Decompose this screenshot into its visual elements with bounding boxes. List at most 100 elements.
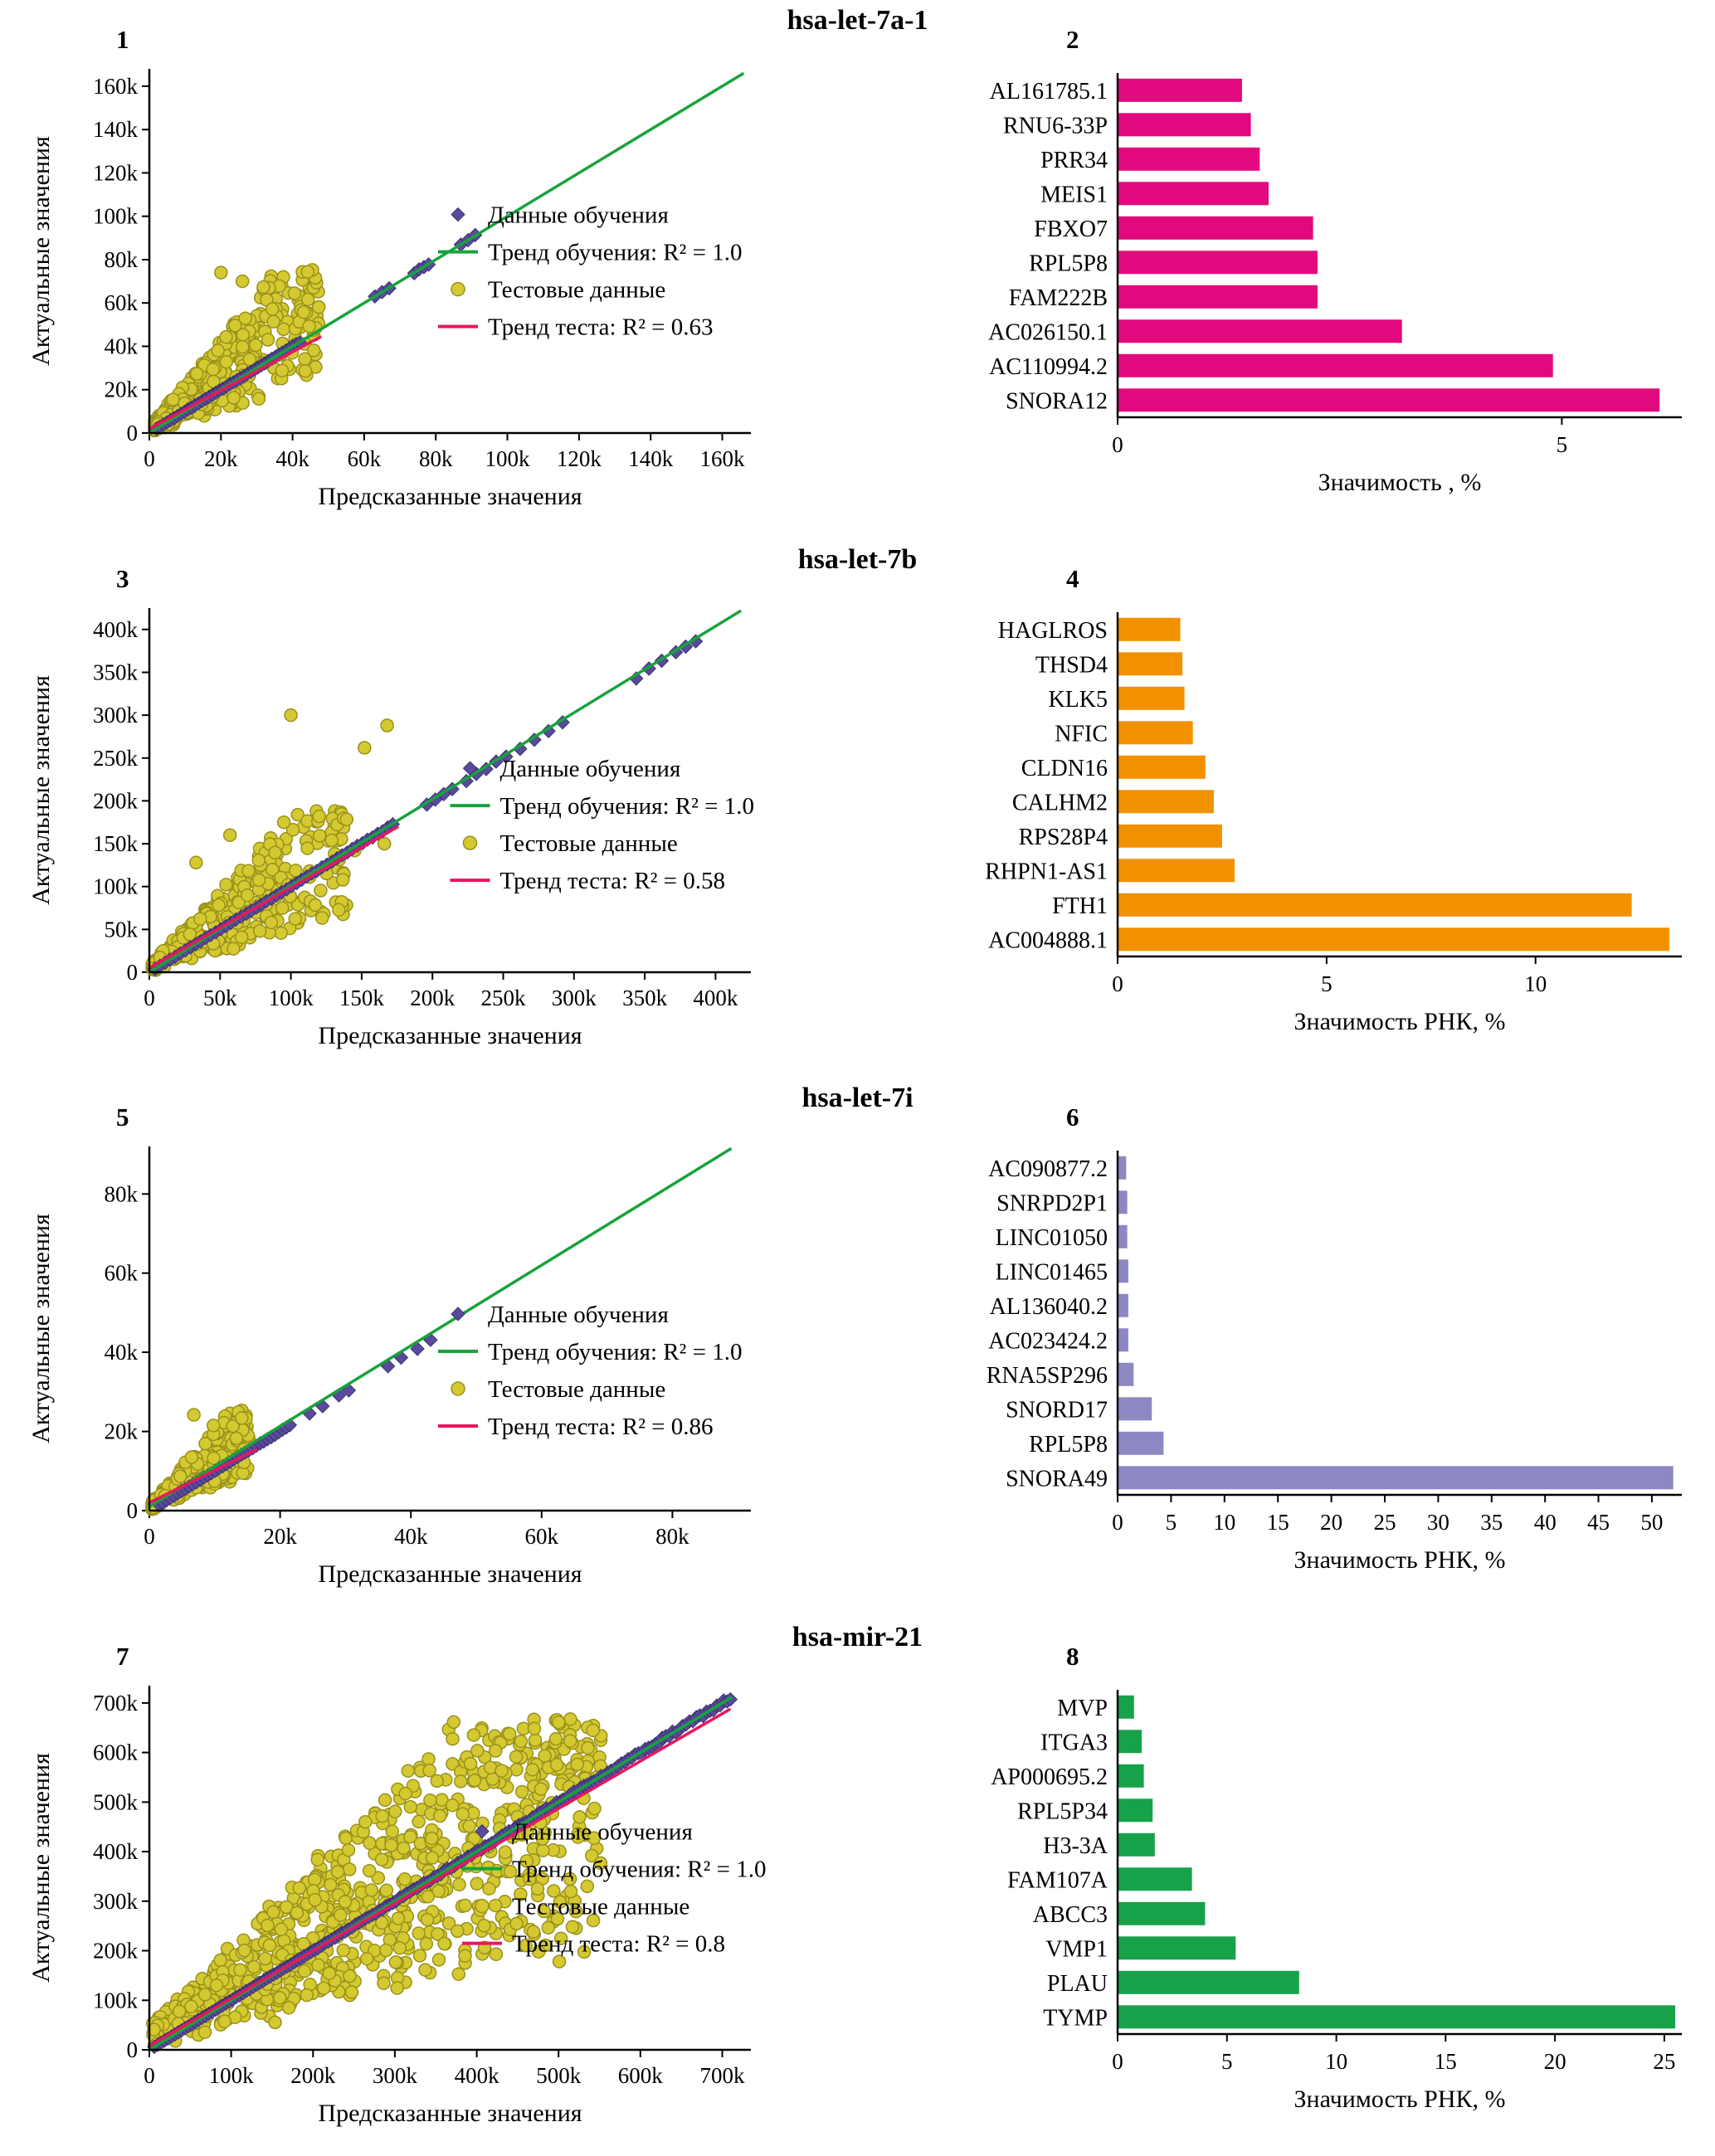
x-tick-label: 0 bbox=[1112, 2049, 1123, 2074]
bar bbox=[1118, 1293, 1128, 1317]
bar bbox=[1118, 927, 1669, 951]
bar-category-label: NFIC bbox=[1055, 721, 1108, 747]
x-tick-label: 20 bbox=[1320, 1510, 1342, 1535]
y-tick-label: 500k bbox=[93, 1789, 139, 1814]
test-point bbox=[335, 872, 350, 887]
bar bbox=[1118, 755, 1206, 779]
y-tick-label: 200k bbox=[93, 1938, 139, 1963]
bar bbox=[1118, 251, 1318, 275]
bar bbox=[1118, 2004, 1676, 2028]
test-point bbox=[235, 1411, 249, 1425]
bar bbox=[1118, 1832, 1155, 1857]
test-point bbox=[300, 840, 314, 855]
test-point bbox=[274, 925, 288, 940]
test-point bbox=[525, 1762, 539, 1777]
x-tick-label: 50 bbox=[1640, 1510, 1663, 1535]
x-tick-label: 400k bbox=[693, 986, 738, 1010]
test-point bbox=[470, 1876, 484, 1891]
y-tick-label: 40k bbox=[105, 1340, 139, 1365]
test-point bbox=[290, 807, 305, 821]
y-tick-label: 100k bbox=[93, 1988, 139, 2012]
test-point bbox=[531, 1944, 546, 1959]
test-point bbox=[275, 363, 290, 377]
x-tick-label: 80k bbox=[419, 446, 453, 471]
test-point bbox=[401, 1763, 416, 1778]
bar-category-label: FTH1 bbox=[1052, 893, 1108, 918]
test-point bbox=[234, 929, 249, 944]
x-tick-label: 20k bbox=[263, 1524, 297, 1549]
legend-label: Данные обучения bbox=[488, 202, 669, 229]
test-point bbox=[281, 2000, 296, 2015]
test-point bbox=[397, 1841, 411, 1855]
test-point bbox=[261, 1918, 275, 1932]
test-point bbox=[519, 1938, 533, 1952]
row-title: hsa-let-7i bbox=[801, 1083, 914, 1113]
bar-category-label: PRR34 bbox=[1040, 148, 1108, 173]
bar bbox=[1118, 651, 1183, 675]
test-point bbox=[463, 1756, 478, 1770]
test-trend-line bbox=[149, 825, 400, 969]
test-point bbox=[412, 1814, 426, 1828]
test-point bbox=[166, 392, 180, 406]
test-point bbox=[587, 1831, 602, 1845]
x-tick-label: 150k bbox=[339, 986, 385, 1010]
test-point bbox=[336, 1943, 351, 1957]
y-tick-label: 0 bbox=[127, 1498, 139, 1523]
test-point bbox=[268, 2015, 282, 2029]
legend-circle-icon bbox=[451, 281, 465, 297]
test-point bbox=[403, 1829, 417, 1843]
legend-circle-icon bbox=[462, 835, 478, 850]
x-axis-label: Значимость РНК, % bbox=[1294, 1008, 1505, 1035]
test-point bbox=[296, 305, 311, 319]
test-point bbox=[261, 333, 275, 347]
test-point bbox=[235, 274, 250, 289]
test-point bbox=[537, 1904, 551, 1918]
test-point bbox=[378, 1793, 392, 1807]
bar bbox=[1118, 686, 1185, 710]
test-point bbox=[274, 1922, 289, 1936]
test-point bbox=[184, 1450, 199, 1464]
test-point bbox=[456, 1807, 470, 1821]
test-point bbox=[222, 827, 237, 842]
bar-category-label: FAM107A bbox=[1007, 1867, 1108, 1893]
bar-category-label: AL161785.1 bbox=[990, 79, 1108, 105]
bar-chart: MVP ITGA3 AP000695.2 RPL5P34 H3-3A FAM107A ABC… bbox=[991, 1689, 1682, 2113]
bar-category-label: MEIS1 bbox=[1040, 182, 1108, 207]
x-tick-label: 0 bbox=[144, 446, 155, 471]
bar bbox=[1118, 1259, 1128, 1283]
test-point bbox=[324, 833, 339, 847]
scatter-plot: 0 100k 200k 300k 400k 500k 600k 700k 0 100k 200k 30… bbox=[27, 1685, 766, 2127]
legend-label: Тренд теста: R² = 0.58 bbox=[500, 868, 726, 894]
bar-category-label: SNRPD2P1 bbox=[996, 1190, 1108, 1216]
test-point bbox=[251, 873, 266, 887]
test-point bbox=[586, 1723, 600, 1737]
bar-category-label: FBXO7 bbox=[1034, 217, 1108, 242]
test-point bbox=[262, 1938, 277, 1952]
test-point bbox=[431, 1952, 446, 1967]
x-axis-label: Предсказанные значения bbox=[318, 483, 582, 510]
test-point bbox=[193, 911, 207, 926]
bar bbox=[1118, 1431, 1164, 1455]
test-point bbox=[446, 1715, 461, 1729]
test-point bbox=[377, 1975, 391, 1990]
bar bbox=[1118, 617, 1181, 641]
test-point bbox=[334, 1907, 348, 1922]
bar-category-label: SNORA12 bbox=[1006, 388, 1108, 414]
x-tick-label: 20 bbox=[1544, 2049, 1566, 2074]
y-tick-label: 300k bbox=[93, 703, 139, 728]
y-tick-label: 20k bbox=[105, 377, 139, 402]
train-point bbox=[410, 1341, 425, 1356]
legend-label: Тренд теста: R² = 0.63 bbox=[488, 314, 714, 341]
test-point bbox=[332, 903, 346, 917]
x-tick-label: 500k bbox=[536, 2063, 582, 2088]
test-point bbox=[359, 1951, 374, 1965]
legend-label: Тестовые данные bbox=[488, 277, 665, 304]
test-point bbox=[470, 1743, 485, 1758]
legend-circle-icon bbox=[475, 1898, 490, 1913]
legend-label: Тестовые данные bbox=[500, 830, 678, 857]
bar bbox=[1118, 1362, 1134, 1386]
x-tick-label: 0 bbox=[144, 986, 155, 1010]
test-point bbox=[477, 1918, 491, 1933]
test-point bbox=[563, 1733, 577, 1748]
test-point bbox=[495, 1763, 509, 1778]
